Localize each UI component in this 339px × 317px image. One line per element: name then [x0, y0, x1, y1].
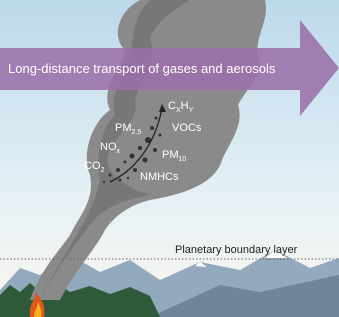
illustration: Long-distance transport of gases and aer…: [0, 0, 339, 317]
formula: C: [168, 100, 176, 112]
subscript: 2.5: [132, 129, 142, 136]
formula: CO: [84, 160, 101, 172]
subscript: 2: [101, 167, 105, 174]
subscript: Y: [189, 107, 194, 114]
formula: H: [181, 100, 189, 112]
formula: PM: [162, 149, 179, 161]
formula: PM: [115, 122, 132, 134]
subscript: x: [117, 148, 121, 155]
formula: NO: [100, 141, 117, 153]
banner-text: Long-distance transport of gases and aer…: [8, 61, 276, 76]
boundary-label: Planetary boundary layer: [175, 244, 298, 256]
formula: VOCs: [172, 122, 202, 134]
subscript: 10: [179, 156, 187, 163]
species-label: VOCs: [172, 122, 202, 134]
formula: NMHCs: [140, 171, 179, 183]
species-label: NMHCs: [140, 171, 179, 183]
